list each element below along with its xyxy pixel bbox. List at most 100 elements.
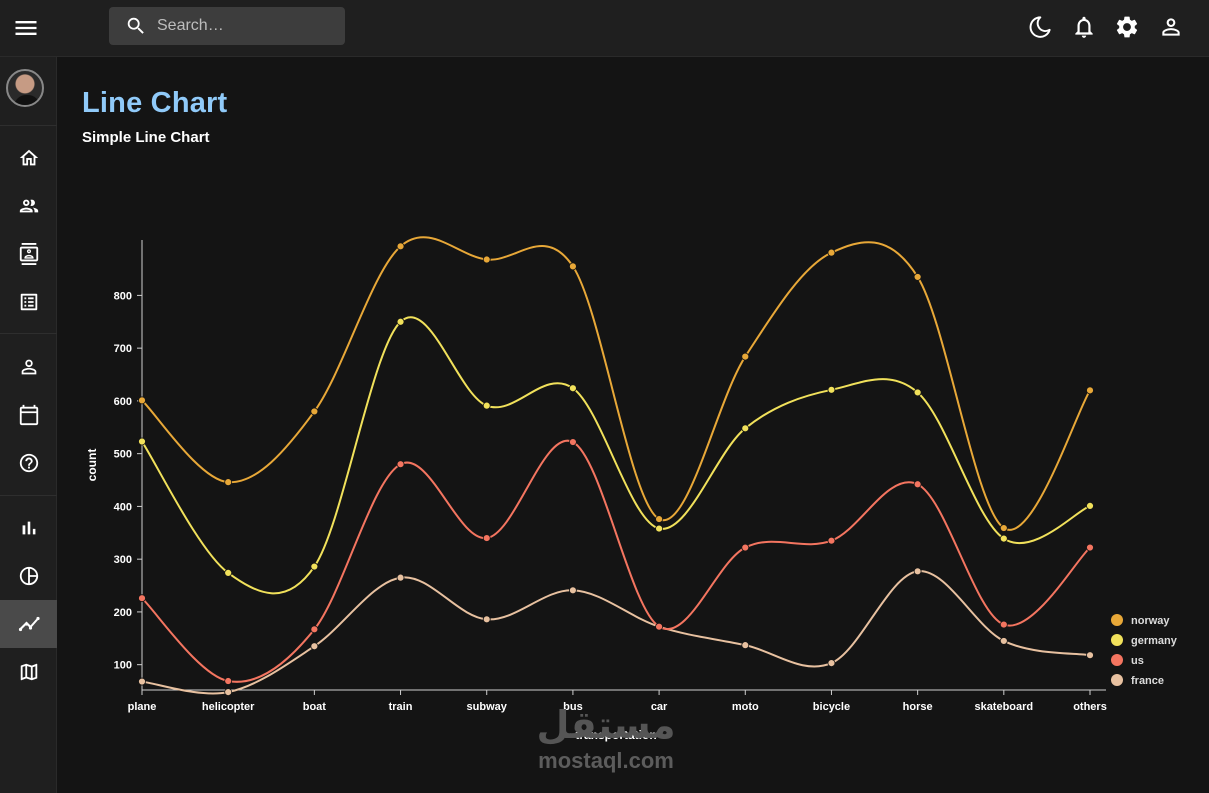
sidebar-item-calendar[interactable] <box>0 391 57 439</box>
data-point-germany-plane <box>138 437 146 446</box>
dark-mode-icon[interactable] <box>1027 14 1053 40</box>
data-point-france-others <box>1086 651 1094 660</box>
people-icon <box>19 199 38 213</box>
page-title: Line Chart <box>82 87 228 119</box>
sidebar-item-team[interactable] <box>0 182 57 230</box>
x-tick-label: car <box>651 701 668 713</box>
data-point-us-boat <box>310 625 319 634</box>
data-point-france-bus <box>569 586 577 595</box>
sidebar <box>0 57 57 793</box>
sidebar-item-dashboard[interactable] <box>0 134 57 182</box>
person-icon <box>21 359 36 375</box>
x-tick-label: bus <box>563 701 583 713</box>
x-tick-label: bicycle <box>813 701 850 713</box>
y-tick-label: 700 <box>114 343 132 355</box>
data-point-germany-others <box>1086 501 1094 510</box>
x-tick-label: others <box>1073 701 1107 713</box>
legend-label-norway: norway <box>1131 615 1170 627</box>
series-line-france <box>141 570 1091 695</box>
data-point-us-subway <box>482 534 491 542</box>
search-icon <box>127 17 144 34</box>
legend-label-us: us <box>1131 655 1144 667</box>
x-tick-label: skateboard <box>974 701 1033 713</box>
data-point-france-train <box>396 573 405 582</box>
help-icon <box>19 453 38 473</box>
watermark-logo-text: mostaql.com <box>538 748 674 773</box>
x-axis-label: transportation <box>575 728 656 742</box>
account-icon[interactable] <box>1158 14 1184 40</box>
y-tick-label: 100 <box>114 660 132 672</box>
data-point-germany-moto <box>741 424 750 433</box>
page-header: Line Chart Simple Line Chart <box>82 87 227 146</box>
data-point-france-moto <box>741 641 750 650</box>
sidebar-item-bar-chart[interactable] <box>0 504 57 552</box>
search-input[interactable] <box>157 7 337 45</box>
data-point-germany-subway <box>482 401 491 410</box>
series-line-norway <box>141 236 1091 531</box>
notifications-icon[interactable] <box>1071 14 1097 40</box>
sidebar-item-profile[interactable] <box>0 343 57 391</box>
menu-icon[interactable] <box>12 14 40 42</box>
data-point-us-car <box>655 622 663 631</box>
map-icon <box>20 663 37 681</box>
data-point-norway-bicycle <box>827 248 836 257</box>
sidebar-item-geography[interactable] <box>0 648 57 696</box>
settings-icon[interactable] <box>1114 14 1140 40</box>
series-france <box>138 567 1094 697</box>
data-point-norway-moto <box>741 352 750 361</box>
sidebar-item-contacts[interactable] <box>0 230 57 278</box>
legend-swatch-norway <box>1111 614 1123 626</box>
contacts-icon <box>19 243 38 265</box>
legend-swatch-france <box>1111 674 1123 686</box>
data-point-germany-bus <box>569 384 577 393</box>
x-tick-label: plane <box>128 701 157 713</box>
data-point-france-subway <box>482 615 491 624</box>
data-point-norway-helicopter <box>224 478 233 487</box>
page-subtitle: Simple Line Chart <box>82 129 210 146</box>
data-point-norway-car <box>655 515 663 523</box>
y-tick-label: 200 <box>114 607 132 619</box>
series-norway <box>138 236 1094 532</box>
x-tick-label: helicopter <box>202 701 255 713</box>
x-tick-label: boat <box>303 701 327 713</box>
data-point-germany-horse <box>913 388 922 397</box>
data-point-france-plane <box>138 677 146 686</box>
y-tick-label: 600 <box>114 396 132 408</box>
legend-label-germany: germany <box>1131 635 1178 647</box>
data-point-us-bus <box>569 438 577 446</box>
data-point-us-skateboard <box>999 620 1008 629</box>
sidebar-item-pie-chart[interactable] <box>0 552 57 600</box>
data-point-norway-skateboard <box>999 524 1008 532</box>
sidebar-item-faq[interactable] <box>0 439 57 487</box>
data-point-france-helicopter <box>224 688 233 697</box>
sidebar-divider <box>0 125 57 126</box>
x-tick-label: subway <box>467 701 508 713</box>
legend-label-france: france <box>1131 675 1164 687</box>
data-point-germany-skateboard <box>999 534 1008 543</box>
series-line-us <box>141 439 1091 683</box>
sidebar-item-line-chart[interactable] <box>0 600 57 648</box>
data-point-us-plane <box>138 594 146 603</box>
data-point-france-skateboard <box>999 637 1008 645</box>
data-point-france-horse <box>913 567 922 576</box>
data-point-germany-bicycle <box>827 385 836 394</box>
legend-swatch-germany <box>1111 634 1123 646</box>
data-point-germany-car <box>655 524 663 533</box>
data-point-us-moto <box>741 543 750 552</box>
series-line-germany <box>141 316 1091 595</box>
top-app-bar <box>0 0 1209 57</box>
data-point-us-train <box>396 460 405 469</box>
bar-chart-icon <box>22 521 35 535</box>
avatar[interactable] <box>6 69 44 107</box>
data-point-us-helicopter <box>224 677 233 685</box>
data-point-germany-boat <box>310 562 319 571</box>
sidebar-item-invoices[interactable] <box>0 278 57 326</box>
pie-chart-icon <box>19 566 38 586</box>
data-point-norway-others <box>1086 386 1094 395</box>
search-box <box>109 7 345 45</box>
legend-swatch-us <box>1111 654 1123 666</box>
data-point-norway-bus <box>569 262 577 271</box>
series-germany <box>138 316 1094 595</box>
watermark: مستقل mostaql.com <box>531 702 681 774</box>
